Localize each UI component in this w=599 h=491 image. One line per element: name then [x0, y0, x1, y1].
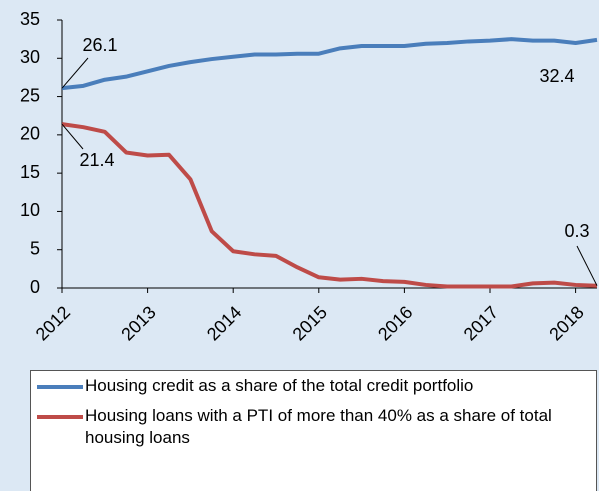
x-tick-label: 2014: [203, 302, 245, 344]
data-label: 32.4: [539, 66, 574, 86]
y-tick-label: 15: [20, 162, 40, 182]
legend-entry: Housing loans with a PTI of more than 40…: [37, 405, 590, 449]
legend-entry: Housing credit as a share of the total c…: [37, 375, 590, 397]
y-tick-label: 30: [20, 47, 40, 67]
x-tick-label: 2013: [117, 302, 159, 344]
x-tick-label: 2015: [289, 302, 331, 344]
series-line: [61, 122, 598, 289]
leader-line: [61, 123, 84, 150]
y-tick-label: 25: [20, 85, 40, 105]
legend-swatch: [37, 385, 83, 389]
leader-line: [61, 57, 89, 89]
legend-swatch: [37, 415, 83, 419]
data-label: 0.3: [564, 221, 589, 241]
legend: Housing credit as a share of the total c…: [30, 370, 597, 491]
x-tick-label: 2017: [460, 302, 502, 344]
x-tick-label: 2012: [32, 302, 74, 344]
legend-label: Housing credit as a share of the total c…: [85, 376, 474, 395]
x-tick-label: 2016: [374, 302, 416, 344]
y-tick-label: 0: [30, 277, 40, 297]
data-label: 21.4: [79, 150, 114, 170]
y-tick-label: 5: [30, 238, 40, 258]
x-tick-label: 2018: [545, 302, 587, 344]
chart: 0 5 10 15 20 25 30 35 2012 2013 2014 2015 2016 2017 20…: [20, 9, 598, 345]
series-line: [61, 37, 598, 91]
legend-label: Housing loans with a PTI of more than 40…: [85, 406, 552, 447]
y-tick-label: 35: [20, 9, 40, 29]
leader-line: [576, 245, 598, 286]
y-tick-label: 10: [20, 200, 40, 220]
y-tick-label: 20: [20, 124, 40, 144]
data-label: 26.1: [82, 35, 117, 55]
